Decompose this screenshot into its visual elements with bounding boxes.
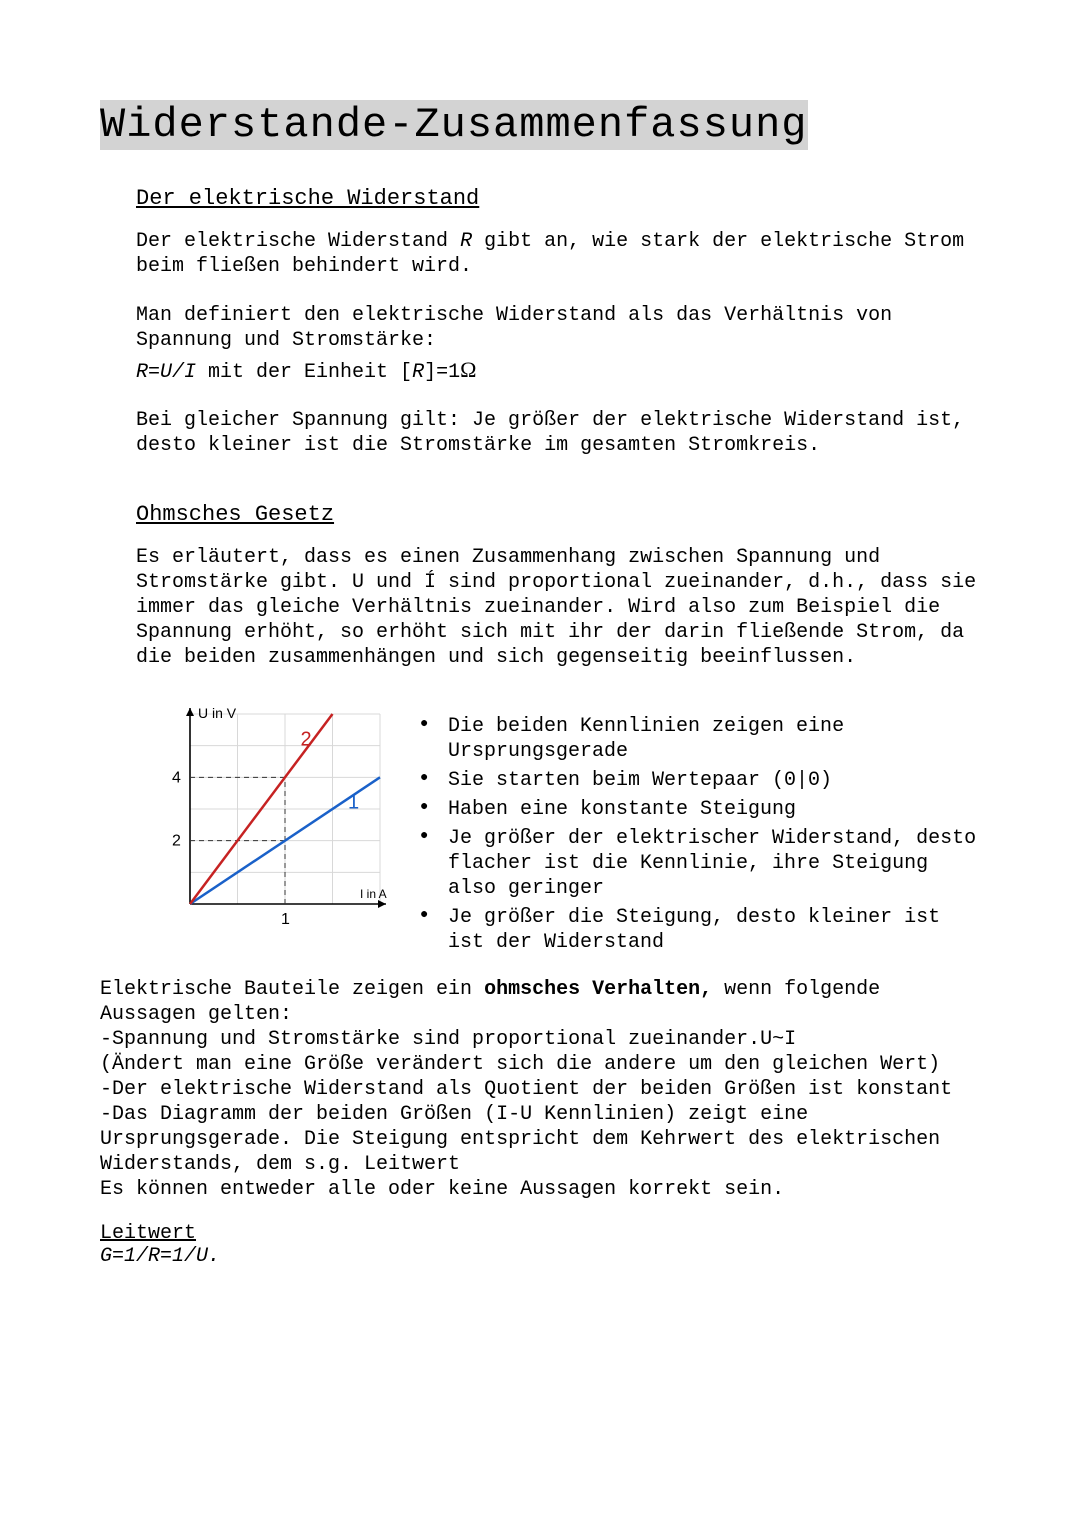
svg-text:1: 1 (281, 911, 290, 928)
leitwert-heading: Leitwert (100, 1222, 980, 1245)
svg-text:U in V: U in V (198, 705, 237, 721)
bullet-item: Haben eine konstante Steigung (420, 797, 980, 822)
svg-text:4: 4 (172, 770, 181, 787)
text: Es können entweder alle oder keine Aussa… (100, 1178, 784, 1201)
chart-svg: 2 4 1 U in V I in A 1 2 (136, 694, 396, 934)
paragraph: Der elektrische Widerstand R gibt an, wi… (136, 229, 980, 279)
text: Elektrische Bauteile zeigen ein (100, 978, 484, 1001)
svg-text:2: 2 (172, 833, 181, 850)
chart-and-bullets: 2 4 1 U in V I in A 1 2 Die beiden Kennlinien … (136, 694, 980, 975)
after-chart-text: Elektrische Bauteile zeigen ein ohmsches… (100, 977, 980, 1202)
section-heading-2: Ohmsches Gesetz (136, 502, 980, 527)
page: Widerstande-Zusammenfassung Der elektris… (0, 0, 1080, 1527)
variable-r: R (412, 361, 424, 384)
variable-r: R (460, 230, 472, 253)
bullet-list: Die beiden Kennlinien zeigen eine Urspru… (420, 714, 980, 955)
document-title: Widerstande-Zusammenfassung (100, 100, 808, 150)
paragraph: Man definiert den elektrische Widerstand… (136, 303, 980, 353)
text: -Der elektrische Widerstand als Quotient… (100, 1078, 952, 1101)
content-body: Der elektrische Widerstand Der elektrisc… (100, 186, 980, 1268)
paragraph: Es erläutert, dass es einen Zusammenhang… (136, 545, 980, 670)
bullet-item: Je größer der elektrischer Widerstand, d… (420, 826, 980, 901)
paragraph: Bei gleicher Spannung gilt: Je größer de… (136, 408, 980, 458)
bullet-item: Die beiden Kennlinien zeigen eine Urspru… (420, 714, 980, 764)
text: -Spannung und Stromstärke sind proportio… (100, 1028, 796, 1051)
ohm-symbol: Ω (460, 357, 476, 382)
svg-text:1: 1 (348, 792, 359, 814)
svg-text:I in A: I in A (360, 887, 387, 901)
formula-mid: mit der Einheit [ (196, 361, 412, 384)
bullet-item: Sie starten beim Wertepaar (0|0) (420, 768, 980, 793)
section-heading-1: Der elektrische Widerstand (136, 186, 980, 211)
ui-chart: 2 4 1 U in V I in A 1 2 (136, 694, 396, 934)
bold-text: ohmsches Verhalten, (484, 978, 712, 1001)
text: Der elektrische Widerstand (136, 230, 460, 253)
text: -Das Diagramm der beiden Größen (I-U Ken… (100, 1103, 940, 1176)
leitwert-formula: G=1/R=1/U. (100, 1245, 980, 1268)
text: (Ändert man eine Größe verändert sich di… (100, 1053, 940, 1076)
formula-text: R=U/I (136, 361, 196, 384)
formula-definition: R=U/I mit der Einheit [R]=1Ω (136, 357, 980, 384)
svg-text:2: 2 (301, 729, 312, 751)
bullet-item: Je größer die Steigung, desto kleiner is… (420, 905, 980, 955)
formula-eq: ]=1 (424, 361, 460, 384)
